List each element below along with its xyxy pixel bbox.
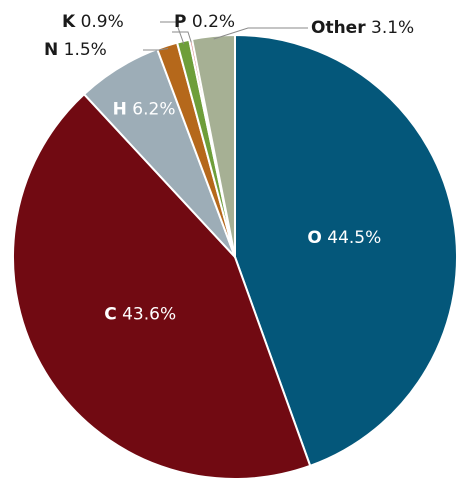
slice-label-name: O (307, 228, 321, 248)
slice-label-name: C (104, 305, 116, 325)
slice-label-k: K 0.9% (62, 12, 124, 32)
slice-label-name: Other (311, 18, 366, 38)
pie-slice-other (191, 34, 236, 258)
slice-label-p: P 0.2% (174, 12, 235, 32)
slice-label-value: 3.1% (366, 18, 415, 38)
slice-label-other: Other 3.1% (311, 18, 414, 38)
pie-slice-o (234, 34, 458, 467)
slice-label-value: 0.2% (186, 12, 235, 32)
leader-line-other (213, 27, 308, 40)
slice-label-value: 6.2% (127, 100, 176, 120)
pie-slice-c (12, 93, 312, 480)
slice-label-value: 0.9% (75, 12, 124, 32)
slice-label-name: P (174, 12, 186, 32)
leader-line-n (143, 48, 169, 51)
leader-line-p (172, 31, 192, 43)
slice-label-h: H 6.2% (113, 100, 176, 120)
slice-label-value: 44.5% (322, 228, 381, 248)
slice-label-name: H (113, 100, 127, 120)
pie-slices (12, 34, 458, 480)
leader-line-k (160, 21, 185, 45)
slice-label-c: C 43.6% (104, 305, 176, 325)
slice-label-o: O 44.5% (307, 228, 381, 248)
leader-lines (143, 21, 308, 51)
slice-label-name: N (44, 40, 58, 60)
slice-label-name: K (62, 12, 76, 32)
slice-label-n: N 1.5% (44, 40, 107, 60)
slice-label-value: 43.6% (117, 305, 176, 325)
slice-label-value: 1.5% (58, 40, 107, 60)
slice-labels: O 44.5% C 43.6% H 6.2% N 1.5% K 0.9% P 0.2% Ot… (44, 12, 414, 325)
